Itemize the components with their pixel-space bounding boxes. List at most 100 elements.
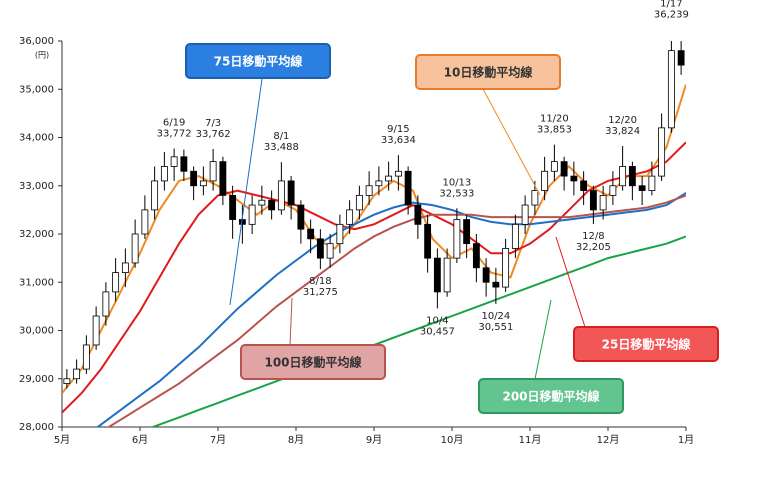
annotation-date: 12/8 — [582, 231, 604, 242]
y-tick-label: 36,000 — [19, 36, 54, 47]
candle-body — [82, 344, 90, 370]
candle-body — [180, 156, 188, 172]
annotation-value: 31,275 — [303, 287, 338, 298]
candle-body — [326, 243, 334, 259]
annotation-value: 30,457 — [420, 326, 455, 337]
candle-body — [648, 175, 656, 191]
annotation-date: 6/19 — [163, 118, 185, 129]
x-tick-label: 5月 — [54, 434, 70, 446]
candle-body — [511, 223, 519, 249]
candle-body — [307, 228, 315, 240]
candle-body — [385, 175, 393, 182]
y-tick-label: 35,000 — [19, 84, 54, 95]
annotation-date: 10/24 — [481, 311, 510, 322]
candle-body — [658, 127, 666, 177]
callout-leader — [555, 236, 586, 328]
annotation-date: 10/4 — [426, 315, 448, 326]
candle-body — [570, 175, 578, 182]
candle-body — [424, 223, 432, 259]
x-tick-label: 12月 — [597, 434, 620, 446]
candle-body — [628, 166, 636, 187]
candle-body — [404, 170, 412, 206]
x-tick-label: 11月 — [519, 434, 542, 446]
candle-body — [433, 257, 441, 293]
candle-body — [619, 166, 627, 187]
candle-body — [112, 272, 120, 293]
legend-label: 10日移動平均線 — [444, 65, 533, 80]
x-tick-label: 8月 — [288, 434, 304, 446]
candle-body — [521, 204, 529, 225]
candle-body — [492, 281, 500, 288]
candle-body — [580, 180, 588, 191]
candle-body — [190, 170, 198, 187]
x-tick-label: 9月 — [366, 434, 382, 446]
y-tick-label: 33,000 — [19, 181, 54, 192]
candle-body — [599, 194, 607, 211]
annotation-value: 33,634 — [381, 135, 416, 146]
candle-body — [316, 238, 324, 259]
x-tick-label: 7月 — [210, 434, 226, 446]
candle-body — [677, 50, 685, 66]
annotation-date: 12/20 — [608, 115, 637, 126]
y-tick-label: 31,000 — [19, 277, 54, 288]
y-tick-label: 32,000 — [19, 229, 54, 240]
legend-label: 25日移動平均線 — [602, 337, 691, 352]
x-tick-label: 6月 — [132, 434, 148, 446]
y-unit: (円) — [35, 51, 49, 60]
callout-box — [415, 54, 561, 90]
candle-body — [160, 166, 168, 182]
legend-label: 75日移動平均線 — [214, 54, 303, 69]
candle-body — [365, 185, 373, 196]
annotation-value: 32,533 — [439, 188, 474, 199]
candle-body — [336, 223, 344, 245]
candle-body — [131, 233, 139, 264]
ma-line — [96, 192, 686, 427]
annotation-value: 32,205 — [576, 242, 611, 253]
candle-body — [638, 185, 646, 191]
candle-body — [560, 161, 568, 177]
candle-body — [550, 161, 558, 172]
candle-body — [73, 368, 81, 380]
candle-body — [102, 291, 110, 317]
annotation-value: 33,824 — [605, 126, 640, 137]
y-tick-label: 29,000 — [19, 374, 54, 385]
annotation-date: 11/20 — [540, 114, 569, 125]
candle-body — [121, 262, 129, 274]
candle-body — [463, 219, 471, 245]
candle-body — [414, 204, 422, 225]
candle-body — [443, 257, 451, 293]
ma-line — [62, 141, 686, 414]
y-tick-label: 28,000 — [19, 422, 54, 433]
candle-body — [394, 170, 402, 177]
candle-body — [297, 204, 305, 230]
callout-leader — [534, 299, 552, 380]
annotation-date: 9/15 — [387, 124, 409, 135]
candle-body — [502, 248, 510, 288]
annotation-value: 30,551 — [478, 322, 513, 333]
callout-box — [573, 326, 719, 362]
callout-box — [478, 378, 624, 414]
candle-body — [170, 156, 178, 167]
candle-body — [589, 190, 597, 211]
candle-body — [268, 199, 276, 211]
candle-body — [472, 243, 480, 269]
candle-body — [258, 199, 266, 206]
annotation-date: 8/18 — [309, 276, 331, 287]
callout-leader — [289, 297, 293, 346]
annotation-value: 33,853 — [537, 125, 572, 136]
x-tick-label: 10月 — [441, 434, 464, 446]
candle-body — [346, 209, 354, 225]
annotation-value: 33,762 — [196, 129, 231, 140]
annotation-value: 33,772 — [157, 129, 192, 140]
candle-body — [141, 209, 149, 235]
candle-body — [219, 161, 227, 196]
callout-box — [185, 43, 331, 79]
candle-body — [92, 315, 100, 346]
candle-body — [375, 180, 383, 187]
callout-box — [240, 344, 386, 380]
x-tick-label: 1月 — [678, 434, 694, 446]
y-tick-label: 30,000 — [19, 326, 54, 337]
candle-body — [482, 267, 490, 283]
